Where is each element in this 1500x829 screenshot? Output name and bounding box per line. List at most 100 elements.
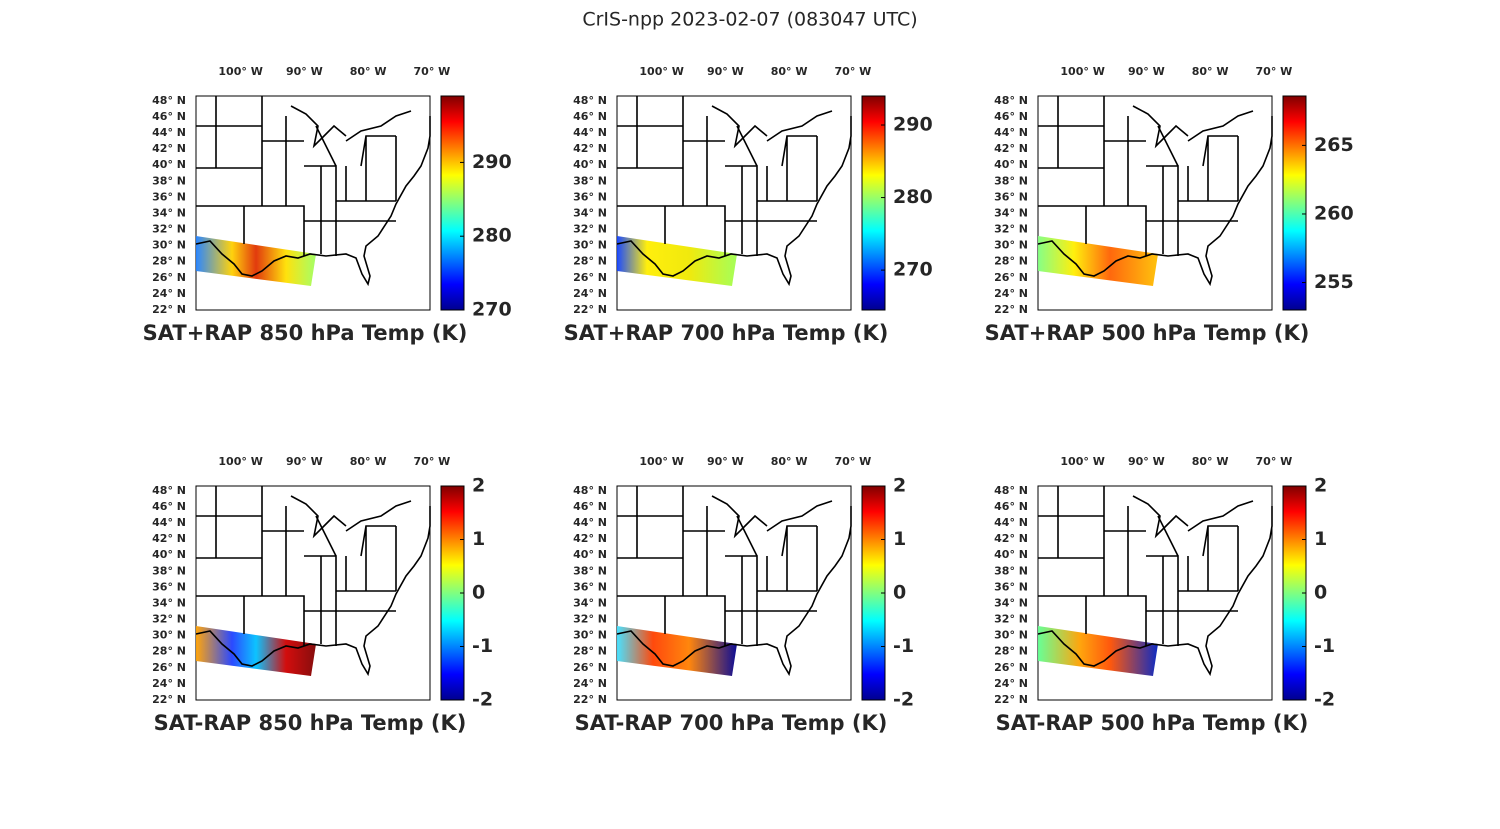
lat-tick-label: 26° N — [994, 271, 1028, 284]
panel-title: SAT+RAP 700 hPa Temp (K) — [564, 321, 889, 345]
lat-tick-label: 44° N — [152, 126, 186, 139]
lat-tick-label: 40° N — [994, 158, 1028, 171]
colorbar-tick-label: 1 — [472, 528, 485, 550]
panel: 100° W 90° W 80° W 70° W 22° N 24° N 26° N 28° … — [985, 65, 1354, 345]
lat-tick-label: 46° N — [152, 110, 186, 123]
lat-tick-label: 30° N — [152, 629, 186, 642]
lat-tick-label: 32° N — [573, 613, 607, 626]
colorbar-tick-label: -2 — [893, 689, 914, 711]
lat-tick-label: 30° N — [152, 239, 186, 252]
lat-tick-label: 22° N — [152, 303, 186, 316]
lon-tick-label: 80° W — [1192, 455, 1229, 468]
lat-tick-label: 34° N — [994, 206, 1028, 219]
colorbar-tick-label: 290 — [472, 151, 512, 173]
lon-tick-label: 100° W — [218, 65, 262, 78]
lat-tick-label: 46° N — [994, 500, 1028, 513]
swath — [196, 236, 316, 286]
colorbar-tick-label: 2 — [893, 475, 906, 497]
colorbar-tick-label: 260 — [1314, 202, 1354, 224]
colorbar — [861, 95, 886, 311]
colorbar-tick-label: 1 — [893, 528, 906, 550]
panel: 100° W 90° W 80° W 70° W 22° N 24° N 26° N 28° … — [564, 65, 933, 345]
panel-title: SAT-RAP 850 hPa Temp (K) — [154, 711, 467, 735]
lat-tick-label: 26° N — [152, 661, 186, 674]
colorbar-tick-label: 265 — [1314, 134, 1354, 156]
lat-tick-label: 28° N — [573, 255, 607, 268]
lat-tick-label: 36° N — [573, 190, 607, 203]
lat-tick-label: 24° N — [994, 287, 1028, 300]
lat-tick-label: 48° N — [152, 94, 186, 107]
map-frame — [1037, 95, 1273, 311]
panel-title: SAT+RAP 500 hPa Temp (K) — [985, 321, 1310, 345]
lat-tick-label: 42° N — [152, 532, 186, 545]
colorbar-tick-label: -2 — [472, 689, 493, 711]
lat-tick-label: 40° N — [152, 548, 186, 561]
lat-tick-label: 28° N — [573, 645, 607, 658]
lon-tick-label: 90° W — [1128, 455, 1165, 468]
swath — [617, 236, 737, 286]
lon-tick-label: 80° W — [350, 65, 387, 78]
lat-tick-label: 32° N — [994, 223, 1028, 236]
colorbar-tick-label: 280 — [472, 225, 512, 247]
lat-tick-label: 26° N — [994, 661, 1028, 674]
lat-tick-label: 44° N — [152, 516, 186, 529]
swath — [196, 626, 316, 676]
panel-title: SAT-RAP 500 hPa Temp (K) — [996, 711, 1309, 735]
swath — [617, 626, 737, 676]
map-frame — [616, 95, 852, 311]
map-frame — [195, 485, 431, 701]
lon-tick-label: 100° W — [1060, 65, 1104, 78]
lat-tick-label: 48° N — [573, 94, 607, 107]
lon-tick-label: 70° W — [1256, 455, 1293, 468]
lat-tick-label: 46° N — [573, 500, 607, 513]
lat-tick-label: 32° N — [573, 223, 607, 236]
lat-tick-label: 38° N — [994, 564, 1028, 577]
map-frame — [195, 95, 431, 311]
panel-title: SAT-RAP 700 hPa Temp (K) — [575, 711, 888, 735]
lat-tick-label: 36° N — [152, 580, 186, 593]
lon-tick-label: 70° W — [414, 455, 451, 468]
colorbar-tick-label: -2 — [1314, 689, 1335, 711]
lat-tick-label: 42° N — [573, 142, 607, 155]
lat-tick-label: 40° N — [573, 158, 607, 171]
lon-tick-label: 90° W — [707, 455, 744, 468]
lat-tick-label: 32° N — [994, 613, 1028, 626]
lon-tick-label: 70° W — [835, 65, 872, 78]
lat-tick-label: 36° N — [994, 190, 1028, 203]
lon-tick-label: 90° W — [286, 455, 323, 468]
lon-tick-label: 100° W — [639, 65, 683, 78]
swath — [1038, 236, 1158, 286]
lat-tick-label: 22° N — [152, 693, 186, 706]
lon-tick-label: 80° W — [771, 65, 808, 78]
lat-tick-label: 26° N — [573, 661, 607, 674]
lat-tick-label: 24° N — [152, 677, 186, 690]
lat-tick-label: 44° N — [994, 126, 1028, 139]
colorbar-tick-label: 0 — [893, 582, 906, 604]
colorbar-tick-label: 2 — [472, 475, 485, 497]
panel: 100° W 90° W 80° W 70° W 22° N 24° N 26° N 28° … — [143, 65, 512, 345]
lat-tick-label: 48° N — [994, 484, 1028, 497]
lon-tick-label: 90° W — [707, 65, 744, 78]
lon-tick-label: 70° W — [414, 65, 451, 78]
colorbar — [1282, 95, 1307, 311]
lon-tick-label: 100° W — [1060, 455, 1104, 468]
colorbar-tick-label: -1 — [893, 635, 914, 657]
lat-tick-label: 36° N — [152, 190, 186, 203]
panel: 100° W 90° W 80° W 70° W 22° N 24° N 26° N 28° … — [573, 455, 914, 735]
lat-tick-label: 48° N — [573, 484, 607, 497]
lat-tick-label: 22° N — [573, 693, 607, 706]
lon-tick-label: 70° W — [1256, 65, 1293, 78]
panel: 100° W 90° W 80° W 70° W 22° N 24° N 26° N 28° … — [152, 455, 493, 735]
lat-tick-label: 32° N — [152, 613, 186, 626]
colorbar-tick-label: -1 — [1314, 635, 1335, 657]
lon-tick-label: 80° W — [1192, 65, 1229, 78]
lat-tick-label: 40° N — [573, 548, 607, 561]
lat-tick-label: 42° N — [994, 532, 1028, 545]
lat-tick-label: 46° N — [573, 110, 607, 123]
lat-tick-label: 24° N — [573, 287, 607, 300]
lat-tick-label: 30° N — [994, 629, 1028, 642]
lat-tick-label: 26° N — [152, 271, 186, 284]
lat-tick-label: 22° N — [573, 303, 607, 316]
colorbar-tick-label: 2 — [1314, 475, 1327, 497]
